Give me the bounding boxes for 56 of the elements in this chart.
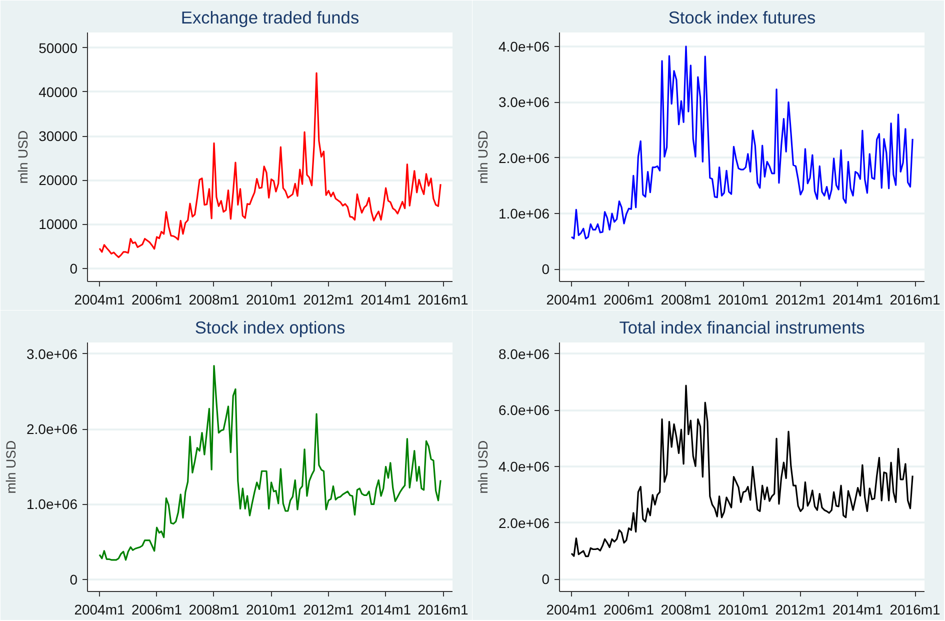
x-tick-label: 2016m1 bbox=[890, 292, 941, 308]
x-tick-label: 2004m1 bbox=[546, 292, 597, 308]
y-tick-label: 0 bbox=[542, 261, 550, 278]
x-tick-label: 2016m1 bbox=[418, 292, 469, 308]
y-tick-label: 3.0e+06 bbox=[498, 94, 550, 110]
y-tick-label: 40000 bbox=[38, 84, 78, 100]
y-tick-label: 2.0e+06 bbox=[498, 514, 550, 531]
y-tick-label: 6.0e+06 bbox=[498, 402, 550, 418]
x-tick-label: 2014m1 bbox=[360, 292, 412, 308]
x-tick-label: 2004m1 bbox=[74, 602, 125, 618]
x-tick-label: 2008m1 bbox=[188, 292, 240, 308]
x-tick-label: 2006m1 bbox=[131, 602, 182, 618]
y-tick-label: 2.0e+06 bbox=[498, 150, 550, 166]
y-axis-title: mln USD bbox=[16, 130, 31, 184]
y-axis-title: mln USD bbox=[4, 440, 19, 494]
x-tick-label: 2006m1 bbox=[603, 292, 654, 308]
x-tick-label: 2010m1 bbox=[718, 602, 769, 618]
x-tick-label: 2006m1 bbox=[131, 292, 182, 308]
y-tick-label: 20000 bbox=[38, 172, 78, 188]
x-tick-label: 2008m1 bbox=[660, 602, 712, 618]
x-tick-label: 2012m1 bbox=[303, 292, 354, 308]
y-tick-label: 10000 bbox=[38, 216, 78, 232]
y-axis-title: mln USD bbox=[476, 440, 491, 494]
x-tick-label: 2004m1 bbox=[546, 602, 597, 618]
y-axis-title: mln USD bbox=[476, 130, 491, 184]
y-tick-label: 1.0e+06 bbox=[26, 496, 78, 512]
x-tick-label: 2006m1 bbox=[603, 602, 654, 618]
chart-title: Stock index options bbox=[194, 318, 346, 338]
x-tick-label: 2016m1 bbox=[890, 602, 941, 618]
y-tick-label: 50000 bbox=[38, 40, 78, 56]
x-tick-label: 2016m1 bbox=[418, 602, 469, 618]
y-tick-label: 0 bbox=[542, 571, 550, 588]
y-tick-label: 8.0e+06 bbox=[498, 346, 550, 362]
x-tick-label: 2014m1 bbox=[832, 602, 884, 618]
x-tick-label: 2004m1 bbox=[74, 292, 125, 308]
x-tick-label: 2014m1 bbox=[360, 602, 412, 618]
y-tick-label: 30000 bbox=[38, 128, 78, 144]
y-tick-label: 3.0e+06 bbox=[26, 346, 78, 362]
y-tick-label: 2.0e+06 bbox=[26, 421, 78, 438]
x-tick-label: 2008m1 bbox=[660, 292, 712, 308]
y-tick-label: 1.0e+06 bbox=[498, 206, 550, 222]
chart-title: Stock index futures bbox=[668, 8, 816, 28]
y-tick-label: 0 bbox=[70, 571, 78, 588]
y-tick-label: 0 bbox=[70, 260, 78, 276]
chart-title: Exchange traded funds bbox=[180, 8, 360, 28]
x-tick-label: 2010m1 bbox=[246, 292, 297, 308]
x-tick-label: 2014m1 bbox=[832, 292, 884, 308]
x-tick-label: 2012m1 bbox=[775, 602, 826, 618]
y-tick-label: 4.0e+06 bbox=[498, 38, 550, 54]
x-tick-label: 2010m1 bbox=[718, 292, 769, 308]
x-tick-label: 2012m1 bbox=[775, 292, 826, 308]
y-tick-label: 4.0e+06 bbox=[498, 458, 550, 474]
x-tick-label: 2008m1 bbox=[188, 602, 240, 618]
x-tick-label: 2012m1 bbox=[303, 602, 354, 618]
chart-title: Total index financial instruments bbox=[619, 318, 866, 338]
x-tick-label: 2010m1 bbox=[246, 602, 297, 618]
